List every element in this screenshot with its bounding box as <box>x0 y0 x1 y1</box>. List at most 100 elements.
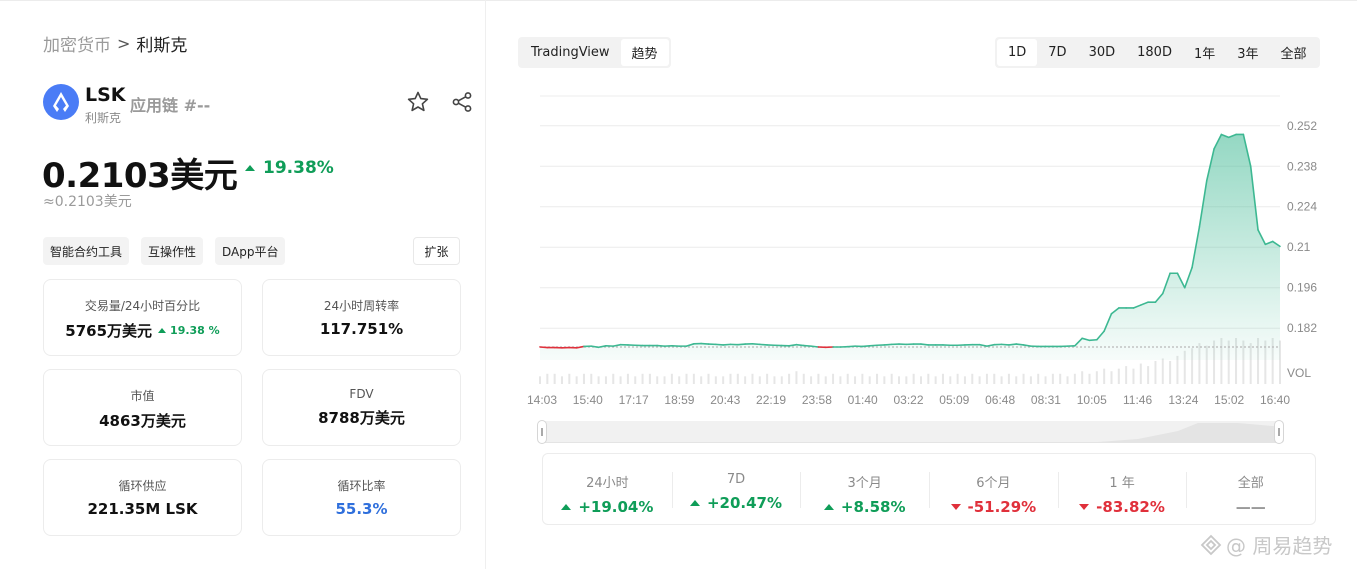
x-tick-label: 03:22 <box>893 393 923 407</box>
stat-label: FDV <box>349 387 374 401</box>
price-line-segment <box>861 345 871 348</box>
top-border <box>0 0 1357 4</box>
x-tick-label: 05:09 <box>939 393 969 407</box>
price-line-segment <box>1198 179 1208 228</box>
volume-bar <box>993 373 996 384</box>
volume-bars <box>539 338 1281 384</box>
x-tick-label: 14:03 <box>527 393 557 407</box>
stat-card-volume: 交易量/24小时百分比 5765万美元 19.38 % <box>43 279 242 356</box>
volume-bar <box>670 373 673 384</box>
price-line-segment <box>1227 133 1237 139</box>
y-tick-label: 0.252 <box>1287 119 1317 133</box>
stat-label: 交易量/24小时百分比 <box>84 299 201 313</box>
tab-tradingview[interactable]: TradingView <box>531 45 610 60</box>
volume-bar <box>744 376 747 384</box>
tag-interoperability[interactable]: 互操作性 <box>141 237 204 265</box>
expand-tags-button[interactable]: 扩张 <box>413 237 460 265</box>
stat-card-circulating-supply: 循环供应 221.35M LSK <box>43 459 242 536</box>
perf-value: —— <box>1235 498 1266 516</box>
volume-bar <box>1183 350 1186 384</box>
price-line-segment <box>802 344 812 347</box>
volume-bar <box>1037 373 1040 384</box>
volume-bar <box>934 376 937 384</box>
range-3y[interactable]: 3年 <box>1237 47 1259 62</box>
price-line-segment <box>810 345 820 348</box>
volume-bar <box>539 376 541 384</box>
volume-bar <box>1154 361 1157 384</box>
volume-change: 19.38 % <box>158 324 220 337</box>
perf-24h: 24小时 +19.04% <box>543 454 672 524</box>
volume-bar <box>1213 340 1216 384</box>
volume-bar <box>626 373 629 384</box>
volume-bar <box>590 373 593 384</box>
arrow-down-icon <box>1079 504 1090 510</box>
price-line-segment <box>656 344 666 347</box>
tag-dapp-platform[interactable]: DApp平台 <box>215 237 286 265</box>
breadcrumb-crypto-link[interactable]: 加密货币 <box>43 36 111 56</box>
perf-label: 1 年 <box>1109 476 1135 491</box>
tag-smart-contract[interactable]: 智能合约工具 <box>43 237 130 265</box>
favorite-star-icon[interactable] <box>406 90 432 116</box>
coin-name: 利斯克 <box>85 111 122 125</box>
navigator-left-handle[interactable] <box>537 420 547 444</box>
volume-bar <box>978 376 981 384</box>
volume-bar <box>648 373 651 384</box>
x-tick-label: 22:19 <box>756 393 786 407</box>
arrow-up-icon <box>561 504 572 510</box>
breadcrumb: 加密货币 > 利斯克 <box>43 31 187 56</box>
x-tick-label: 06:48 <box>985 393 1015 407</box>
volume-bar <box>634 376 637 384</box>
range-all[interactable]: 全部 <box>1280 47 1307 62</box>
volume-bar <box>876 373 879 384</box>
price-line-segment <box>1110 307 1120 315</box>
price-line-segment <box>1249 165 1259 231</box>
arrow-up-icon <box>158 328 167 333</box>
volume-bar <box>1279 340 1281 384</box>
x-axis-labels: 14:03 15:40 17:17 18:59 20:43 22:19 23:58 01:40… <box>527 393 1290 407</box>
navigator-right-handle[interactable] <box>1274 420 1284 444</box>
volume-bar <box>941 373 944 384</box>
perf-label: 7D <box>726 472 746 487</box>
volume-bar <box>568 373 571 384</box>
perf-label: 3个月 <box>847 476 882 491</box>
price-line-segment <box>1205 148 1215 182</box>
volume-bar <box>1059 373 1062 384</box>
range-30d[interactable]: 30D <box>1088 45 1116 60</box>
tab-trend[interactable]: 趋势 <box>620 39 669 66</box>
share-icon[interactable] <box>450 90 476 116</box>
price-line-segment <box>1000 343 1010 346</box>
price-line-segment <box>700 342 710 345</box>
volume-bar <box>1022 373 1025 384</box>
range-1y[interactable]: 1年 <box>1193 47 1216 62</box>
price-chart[interactable]: 0.182 0.196 0.21 0.224 0.238 0.252 14:03 15:40… <box>520 80 1320 410</box>
lisk-logo-icon <box>43 84 79 120</box>
volume-bar <box>927 373 930 384</box>
volume-bar <box>751 373 754 384</box>
volume-bar <box>956 373 959 384</box>
chart-range-navigator[interactable] <box>538 421 1284 443</box>
volume-bar <box>700 376 703 384</box>
y-axis-labels: 0.182 0.196 0.21 0.224 0.238 0.252 <box>1287 119 1317 335</box>
stat-card-circulating-ratio: 循环比率 55.3% <box>262 459 461 536</box>
range-1d[interactable]: 1D <box>997 39 1038 66</box>
volume-bar <box>766 373 769 384</box>
x-tick-label: 10:05 <box>1077 393 1107 407</box>
x-tick-label: 18:59 <box>664 393 694 407</box>
volume-bar <box>832 373 835 384</box>
range-180d[interactable]: 180D <box>1137 45 1172 60</box>
price-line-segment <box>1242 133 1252 168</box>
x-tick-label: 15:02 <box>1214 393 1244 407</box>
volume-bar <box>1220 338 1223 384</box>
volume-bar <box>582 373 585 384</box>
volume-bar <box>985 373 988 384</box>
price-line-segment <box>920 343 930 346</box>
price-line-segment <box>1103 312 1113 332</box>
volume-bar <box>963 376 966 384</box>
range-7d[interactable]: 7D <box>1048 45 1067 60</box>
stat-value: 8788万美元 <box>318 409 405 427</box>
volume-bar <box>1015 376 1018 384</box>
stat-card-market-cap: 市值 4863万美元 <box>43 369 242 446</box>
price-line-segment <box>795 343 805 347</box>
watermark: @ 周易趋势 <box>1200 530 1332 559</box>
y-tick-label: 0.196 <box>1287 281 1317 295</box>
